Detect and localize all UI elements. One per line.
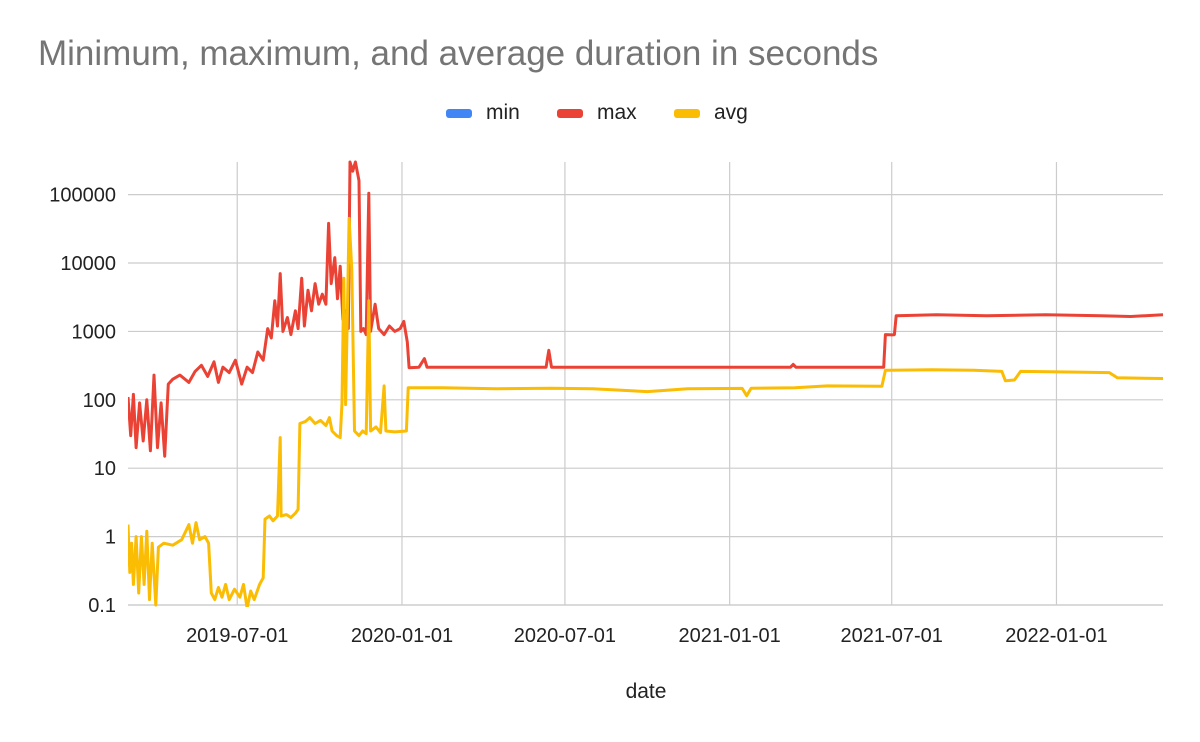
grid-lines xyxy=(128,162,1163,606)
series-line-avg xyxy=(128,216,1163,607)
x-tick-label: 2021-01-01 xyxy=(679,625,781,647)
chart-legend: min max avg xyxy=(0,98,1200,128)
y-tick-label: 10000 xyxy=(60,253,116,275)
y-tick-label: 10 xyxy=(94,458,116,480)
x-tick-label: 2021-07-01 xyxy=(841,625,943,647)
y-tick-label: 1 xyxy=(105,527,116,549)
y-tick-label: 1000 xyxy=(72,321,117,343)
y-axis-ticks: 0.1 1 10 100 1000 10000 100000 xyxy=(49,185,116,617)
legend-item-max[interactable]: max xyxy=(557,98,637,128)
legend-swatch-avg xyxy=(674,108,700,118)
x-tick-label: 2020-07-01 xyxy=(514,625,616,647)
x-tick-label: 2022-01-01 xyxy=(1005,625,1107,647)
series-line-max xyxy=(128,160,1163,458)
x-axis-title: date xyxy=(626,680,667,703)
x-axis-ticks: 2019-07-01 2020-01-01 2020-07-01 2021-01-01… xyxy=(186,625,1108,647)
chart-title: Minimum, maximum, and average duration i… xyxy=(38,34,879,73)
legend-label-min: min xyxy=(486,101,520,124)
y-tick-label: 100 xyxy=(83,390,116,412)
legend-label-avg: avg xyxy=(714,101,748,124)
legend-swatch-max xyxy=(557,108,583,118)
legend-item-min[interactable]: min xyxy=(446,98,520,128)
series-lines xyxy=(128,160,1163,607)
legend-swatch-min xyxy=(446,108,472,118)
y-tick-label: 100000 xyxy=(49,185,116,207)
legend-item-avg[interactable]: avg xyxy=(674,98,748,128)
x-tick-label: 2020-01-01 xyxy=(351,625,453,647)
y-tick-label: 0.1 xyxy=(88,595,116,617)
x-tick-label: 2019-07-01 xyxy=(186,625,288,647)
legend-label-max: max xyxy=(597,101,637,124)
